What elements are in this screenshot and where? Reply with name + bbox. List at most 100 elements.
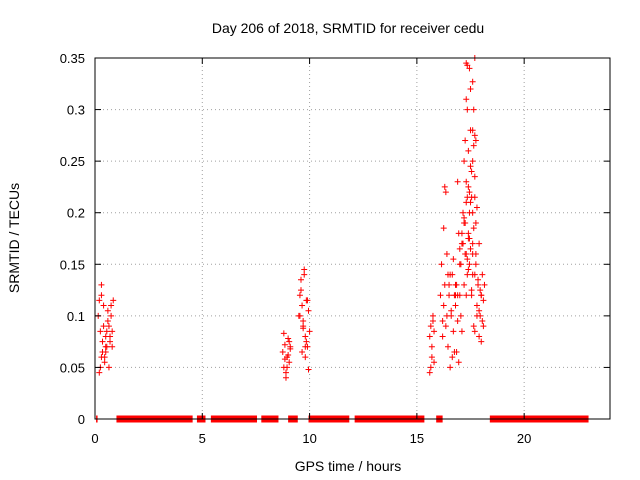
y-tick-label: 0.25: [60, 154, 85, 169]
x-tick-label: 5: [199, 431, 206, 446]
data-point: [479, 271, 486, 278]
y-tick-label: 0.15: [60, 257, 85, 272]
data-point: [462, 137, 469, 144]
data-point: [429, 312, 436, 319]
data-point: [302, 343, 309, 350]
data-point: [469, 158, 476, 165]
y-tick-label: 0.3: [67, 103, 85, 118]
data-point: [469, 271, 476, 278]
data-point: [466, 189, 473, 196]
data-point: [476, 307, 483, 314]
data-point: [465, 230, 472, 237]
data-point: [305, 366, 312, 373]
data-point: [109, 328, 116, 335]
data-point: [479, 318, 486, 325]
data-point: [470, 323, 477, 330]
data-point: [480, 323, 487, 330]
data-point: [460, 209, 467, 216]
data-point: [446, 281, 453, 288]
data-point: [428, 354, 435, 361]
data-point: [476, 333, 483, 340]
data-point: [467, 85, 474, 92]
data-point: [468, 194, 475, 201]
data-point: [426, 369, 433, 376]
data-point: [431, 328, 438, 335]
y-tick-label: 0.2: [67, 206, 85, 221]
data-point: [463, 178, 470, 185]
data-point: [470, 142, 477, 149]
y-axis-label: SRMTID / TECUs: [6, 183, 22, 293]
data-point: [465, 147, 472, 154]
data-point: [468, 292, 475, 299]
data-point: [471, 132, 478, 139]
data-point: [466, 209, 473, 216]
data-point: [280, 330, 287, 337]
data-point: [478, 338, 485, 345]
data-point: [99, 338, 106, 345]
data-point: [469, 127, 476, 134]
data-point: [469, 250, 476, 257]
x-axis-label: GPS time / hours: [295, 458, 402, 474]
data-point: [464, 271, 471, 278]
data-point: [465, 183, 472, 190]
data-point: [447, 271, 454, 278]
data-point: [472, 220, 479, 227]
data-point: [463, 199, 470, 206]
data-point: [443, 312, 450, 319]
data-point: [457, 312, 464, 319]
data-point: [455, 359, 462, 366]
data-point: [303, 338, 310, 345]
data-point: [100, 323, 107, 330]
data-point: [472, 261, 479, 268]
data-point: [475, 276, 482, 283]
axis-ticks: [94, 57, 610, 420]
data-point: [431, 359, 438, 366]
data-point: [450, 328, 457, 335]
data-point: [105, 364, 112, 371]
data-point: [454, 318, 461, 325]
x-tick-label: 10: [302, 431, 316, 446]
data-point: [300, 325, 307, 332]
data-point: [466, 261, 473, 268]
data-point: [473, 204, 480, 211]
x-tick-labels: 0 5 10 15 20: [91, 431, 531, 446]
data-point: [480, 297, 487, 304]
data-point: [281, 341, 288, 348]
data-point: [298, 276, 304, 283]
data-point: [447, 364, 454, 371]
data-point: [465, 266, 472, 273]
data-point: [452, 281, 459, 288]
data-point: [285, 352, 292, 359]
data-point: [468, 287, 475, 294]
data-point: [429, 318, 436, 325]
data-point: [279, 348, 286, 355]
data-point: [427, 323, 434, 330]
data-point: [461, 220, 468, 227]
data-point: [98, 292, 105, 299]
data-point: [458, 230, 465, 237]
data-point: [101, 354, 108, 361]
data-point: [428, 343, 435, 350]
data-point: [102, 348, 109, 355]
chart-title: Day 206 of 2018, SRMTID for receiver ced…: [212, 20, 484, 36]
data-point: [452, 302, 459, 309]
data-point: [105, 323, 112, 330]
data-point: [472, 137, 479, 144]
data-point: [463, 96, 470, 103]
data-point: [451, 292, 458, 299]
data-point: [301, 271, 308, 278]
data-point: [426, 333, 433, 340]
data-point: [450, 256, 457, 263]
data-point: [470, 225, 477, 232]
x-tick-label: 0: [91, 431, 98, 446]
data-point: [473, 302, 480, 309]
data-point: [442, 189, 449, 196]
data-point: [460, 240, 467, 247]
data-point: [469, 240, 476, 247]
data-point: [454, 178, 461, 185]
data-point: [286, 338, 293, 345]
plot-frame: [94, 57, 611, 420]
data-point: [298, 287, 304, 294]
data-point: [440, 302, 447, 309]
data-point: [464, 62, 471, 69]
